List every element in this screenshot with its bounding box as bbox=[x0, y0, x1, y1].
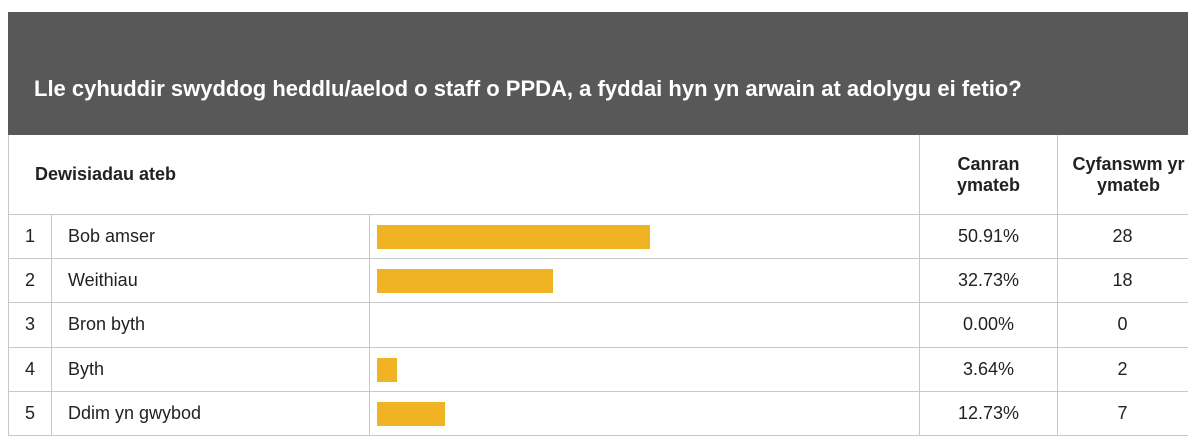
percent-bar bbox=[377, 269, 553, 294]
column-header: Cyfanswm yr ymateb bbox=[1058, 135, 1188, 215]
percent-bar bbox=[377, 357, 397, 382]
percent: 0.00% bbox=[920, 303, 1058, 348]
answer-label: Bob amser bbox=[52, 215, 370, 260]
percent: 32.73% bbox=[920, 259, 1058, 304]
question-title: Lle cyhuddir swyddog heddlu/aelod o staf… bbox=[34, 76, 1022, 101]
bar-cell bbox=[370, 391, 920, 436]
row-number: 2 bbox=[8, 259, 52, 304]
row-number: 3 bbox=[8, 303, 52, 348]
column-header: Canran ymateb bbox=[920, 135, 1058, 215]
answer-label: Weithiau bbox=[52, 259, 370, 304]
bar-cell bbox=[370, 347, 920, 392]
percent: 12.73% bbox=[920, 391, 1058, 436]
percent-bar bbox=[377, 225, 651, 250]
answer-label: Ddim yn gwybod bbox=[52, 391, 370, 436]
column-header: Dewisiadau ateb bbox=[8, 135, 920, 215]
row-number: 4 bbox=[8, 347, 52, 392]
bar-cell bbox=[370, 303, 920, 348]
bar-cell bbox=[370, 259, 920, 304]
count: 0 bbox=[1058, 303, 1188, 348]
row-number: 5 bbox=[8, 391, 52, 436]
question-header: Lle cyhuddir swyddog heddlu/aelod o staf… bbox=[8, 12, 1188, 135]
row-number: 1 bbox=[8, 215, 52, 260]
percent: 3.64% bbox=[920, 347, 1058, 392]
percent-bar bbox=[377, 401, 446, 426]
percent: 50.91% bbox=[920, 215, 1058, 260]
count: 2 bbox=[1058, 348, 1188, 392]
count: 7 bbox=[1058, 392, 1188, 436]
count: 28 bbox=[1058, 215, 1188, 260]
answer-label: Byth bbox=[52, 347, 370, 392]
count: 18 bbox=[1058, 259, 1188, 304]
bar-cell bbox=[370, 215, 920, 260]
answer-label: Bron byth bbox=[52, 303, 370, 348]
